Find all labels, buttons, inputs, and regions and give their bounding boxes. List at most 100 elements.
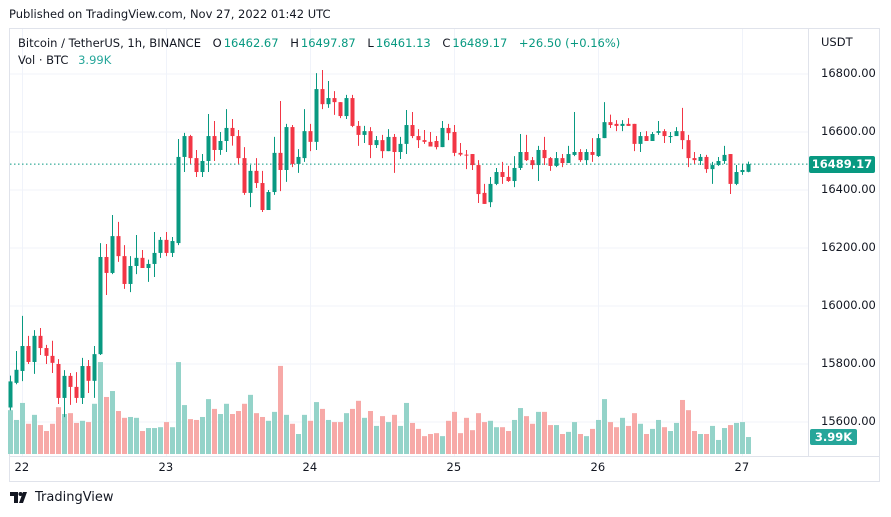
volume-bar (140, 431, 145, 454)
volume-bar (272, 411, 277, 454)
candle-down (392, 136, 397, 153)
y-tick-label: 16600.00 (821, 124, 876, 138)
volume-bar (554, 425, 559, 454)
candle-down (608, 122, 613, 126)
candle-down (230, 127, 235, 137)
volume-bar (668, 431, 673, 454)
close-value: 16489.17 (452, 36, 508, 50)
tradingview-logo[interactable]: TradingView (10, 490, 114, 505)
volume-bar (500, 427, 505, 454)
volume-bar (428, 434, 433, 454)
candle-down (194, 158, 199, 173)
candle-down (482, 192, 487, 204)
candle-up (110, 236, 115, 273)
volume-bar (146, 428, 151, 454)
candle-down (416, 136, 421, 141)
candle-down (422, 140, 427, 142)
volume-bar (8, 410, 13, 454)
volume-bar (284, 414, 289, 454)
candle-up (296, 156, 301, 164)
volume-bar (158, 427, 163, 454)
chart-frame (9, 28, 880, 482)
volume-bar (422, 436, 427, 454)
volume-bar (278, 365, 283, 454)
candle-up (440, 127, 445, 148)
volume-bar (716, 439, 721, 454)
candle-down (542, 149, 547, 159)
low-label: L (367, 36, 374, 50)
candle-up (152, 252, 157, 264)
candle-up (20, 346, 25, 371)
y-tick-label: 16800.00 (821, 66, 876, 80)
volume-bar (302, 414, 307, 454)
candle-up (620, 123, 625, 126)
volume-bar (626, 425, 631, 454)
candle-up (596, 138, 601, 157)
candle-down (236, 136, 241, 159)
volume-bar (734, 422, 739, 454)
candle-down (122, 256, 127, 284)
symbol-title[interactable]: Bitcoin / TetherUS, 1h, BINANCE (18, 36, 201, 50)
volume-bar (746, 437, 751, 454)
x-tick-label: 22 (14, 460, 30, 474)
candle-down (626, 123, 631, 126)
volume-bar (224, 403, 229, 454)
candle-down (578, 152, 583, 161)
volume-bar (56, 407, 61, 454)
candle-up (224, 127, 229, 141)
high-value: 16497.87 (300, 36, 356, 50)
y-tick-label: 15800.00 (821, 356, 876, 370)
candle-up (488, 183, 493, 203)
candle-down (614, 123, 619, 126)
candle-up (98, 256, 103, 355)
volume-bar (50, 423, 55, 454)
volume-bar (242, 403, 247, 454)
volume-bar (164, 422, 169, 454)
candle-up (158, 239, 163, 253)
volume-bar (188, 419, 193, 454)
volume-bar (632, 413, 637, 454)
volume-bar (710, 425, 715, 454)
volume-bar (194, 419, 199, 454)
x-tick-label: 24 (302, 460, 318, 474)
candle-down (188, 136, 193, 159)
candle-up (272, 152, 277, 193)
candle-up (536, 149, 541, 166)
candle-up (176, 156, 181, 244)
volume-bar (104, 396, 109, 454)
y-tick-label: 16200.00 (821, 240, 876, 254)
candle-down (242, 158, 247, 193)
volume-bar (332, 422, 337, 454)
volume-bar (482, 422, 487, 454)
volume-bar (656, 419, 661, 454)
candle-up (128, 265, 133, 284)
volume-bar (230, 414, 235, 454)
volume-bar (578, 434, 583, 454)
candle-up (266, 192, 271, 211)
volume-bar (692, 431, 697, 454)
volume-bar (182, 405, 187, 454)
candle-up (284, 127, 289, 170)
volume-bar (470, 430, 475, 454)
candle-down (680, 131, 685, 141)
volume-bar (704, 434, 709, 454)
candle-down (692, 158, 697, 161)
currency-label[interactable]: USDT (821, 35, 853, 49)
volume-bar (206, 399, 211, 454)
candle-down (260, 183, 265, 211)
volume-bar (152, 428, 157, 454)
volume-bar (434, 433, 439, 454)
candle-down (350, 98, 355, 126)
candle-down (530, 160, 535, 166)
candle-up (92, 354, 97, 381)
candle-up (386, 136, 391, 152)
volume-bar (92, 403, 97, 454)
volume-bar (260, 416, 265, 454)
candle-down (410, 125, 415, 137)
candle-down (524, 152, 529, 161)
volume-bar (86, 422, 91, 454)
volume-label[interactable]: Vol · BTC (18, 53, 69, 67)
volume-bar (608, 422, 613, 454)
chart-legend: Bitcoin / TetherUS, 1h, BINANCE O 16462.6… (18, 35, 622, 69)
